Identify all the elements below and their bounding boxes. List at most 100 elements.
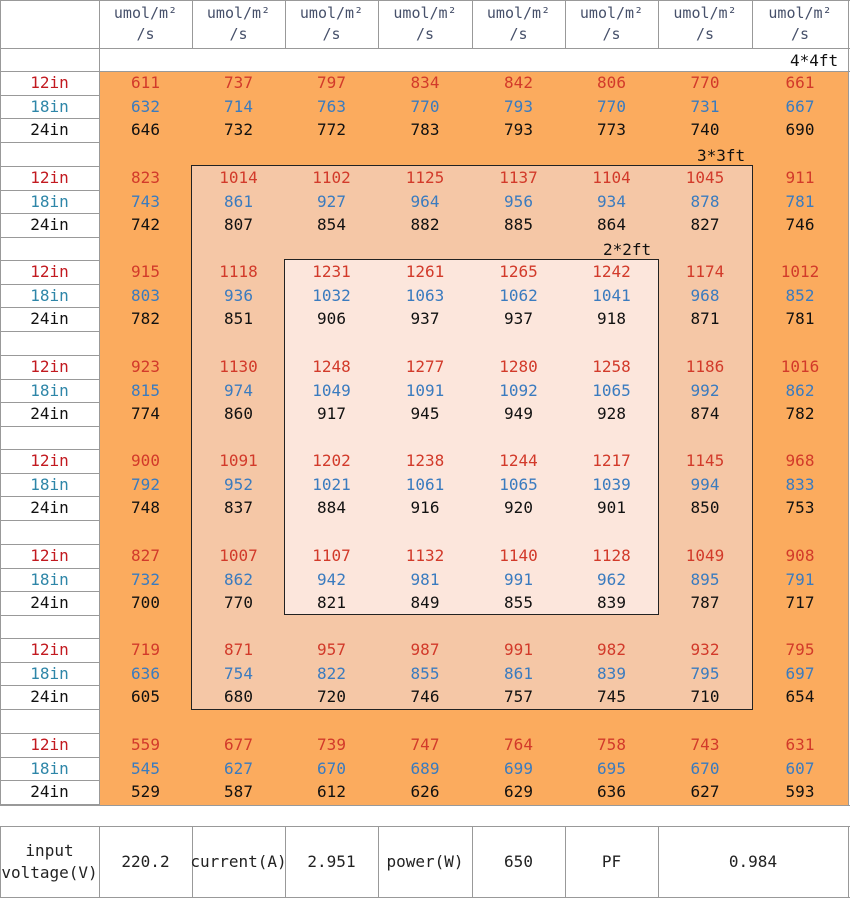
ppfd-value: 991 xyxy=(504,639,533,659)
grid-vline xyxy=(658,0,659,48)
ppfd-value: 901 xyxy=(597,498,626,518)
grid-hline xyxy=(0,94,99,96)
grid-hline xyxy=(0,142,99,144)
ppfd-value: 1132 xyxy=(405,545,445,565)
footer-vline xyxy=(192,826,193,897)
ppfd-value: 839 xyxy=(597,663,626,683)
ppfd-value: 827 xyxy=(131,545,160,565)
row-label-24in: 24in xyxy=(30,687,69,707)
row-label-18in: 18in xyxy=(30,758,69,778)
ppfd-value: 764 xyxy=(504,734,533,754)
ppfd-value: 1261 xyxy=(405,261,445,281)
zone-label-middle: 3*3ft xyxy=(697,146,746,165)
ppfd-value: 833 xyxy=(785,474,815,494)
footer-vline xyxy=(378,826,379,897)
grid-hline xyxy=(0,567,99,569)
ppfd-value: 1039 xyxy=(592,474,631,494)
ppfd-value: 782 xyxy=(785,404,815,424)
row-label-18in: 18in xyxy=(30,380,69,400)
ppfd-value: 636 xyxy=(131,663,160,683)
ppfd-value: 849 xyxy=(410,593,440,613)
footer-vline xyxy=(658,826,659,897)
grid-vline xyxy=(192,0,193,48)
ppfd-value: 864 xyxy=(597,215,626,235)
ppfd-value: 956 xyxy=(504,191,533,211)
ppfd-value: 677 xyxy=(224,734,253,754)
grid-hline xyxy=(0,591,99,593)
ppfd-value: 1186 xyxy=(685,356,725,376)
row-label-18in: 18in xyxy=(30,96,69,116)
ppfd-value: 918 xyxy=(597,309,626,329)
ppfd-value: 837 xyxy=(224,498,253,518)
unit-header-cell: umol/m²/s xyxy=(285,0,378,48)
ppfd-value: 747 xyxy=(410,734,440,754)
ppfd-value: 1107 xyxy=(312,545,351,565)
zone-inner xyxy=(285,260,658,614)
ppfd-value: 1265 xyxy=(499,261,538,281)
ppfd-value: 793 xyxy=(504,96,533,116)
ppfd-value: 717 xyxy=(785,593,815,613)
ppfd-value: 981 xyxy=(410,569,440,589)
ppfd-value: 852 xyxy=(785,285,815,305)
ppfd-value: 1217 xyxy=(592,450,631,470)
footer-vline xyxy=(285,826,286,897)
grid-hline xyxy=(0,805,850,806)
grid-hline xyxy=(0,213,99,215)
ppfd-value: 770 xyxy=(597,96,626,116)
ppfd-value: 667 xyxy=(785,96,815,116)
ppfd-value: 862 xyxy=(224,569,253,589)
row-label-12in: 12in xyxy=(30,639,69,659)
ppfd-value: 1007 xyxy=(219,545,258,565)
grid-hline xyxy=(0,496,99,498)
ppfd-value: 851 xyxy=(224,309,253,329)
pf-value: 0.984 xyxy=(728,851,778,871)
grid-vline xyxy=(565,0,566,48)
ppfd-value: 742 xyxy=(131,215,160,235)
unit-header-top: umol/m² xyxy=(113,4,178,22)
zone-inner-border xyxy=(284,259,659,615)
row-label-12in: 12in xyxy=(30,545,69,565)
ppfd-value: 1091 xyxy=(219,450,258,470)
ppfd-value: 878 xyxy=(690,191,720,211)
grid-vline xyxy=(99,0,100,805)
unit-header-top: umol/m² xyxy=(673,4,737,22)
unit-header-bottom: /s xyxy=(695,25,715,43)
unit-header-cell: umol/m²/s xyxy=(752,0,848,48)
ppfd-value: 1102 xyxy=(312,167,351,187)
ppfd-value: 934 xyxy=(597,191,626,211)
footer-hline xyxy=(0,897,850,898)
grid-hline xyxy=(0,402,99,404)
grid-hline xyxy=(0,71,99,72)
ppfd-value: 1231 xyxy=(312,261,351,281)
grid-hline xyxy=(0,48,850,49)
ppfd-value: 994 xyxy=(690,474,720,494)
ppfd-value: 1140 xyxy=(499,545,538,565)
ppfd-value: 937 xyxy=(504,309,533,329)
current-value: 2.951 xyxy=(307,851,356,871)
ppfd-value: 1145 xyxy=(685,450,725,470)
ppfd-value: 1118 xyxy=(219,261,258,281)
ppfd-value: 720 xyxy=(317,687,346,707)
ppfd-value: 839 xyxy=(597,593,626,613)
ppfd-value: 670 xyxy=(317,758,346,778)
ppfd-value: 1248 xyxy=(312,356,351,376)
grid-hline xyxy=(0,0,850,1)
ppfd-value: 695 xyxy=(597,758,626,778)
ppfd-value: 1238 xyxy=(405,450,445,470)
unit-header-bottom: /s xyxy=(229,25,248,43)
ppfd-value: 740 xyxy=(690,120,720,140)
ppfd-value: 987 xyxy=(410,639,440,659)
ppfd-value: 1061 xyxy=(405,474,445,494)
ppfd-value: 593 xyxy=(785,782,815,802)
ppfd-value: 783 xyxy=(410,120,440,140)
ppfd-value: 745 xyxy=(597,687,626,707)
ppfd-value: 781 xyxy=(785,191,815,211)
ppfd-value: 1021 xyxy=(312,474,351,494)
footer-vline xyxy=(848,826,849,897)
row-label-12in: 12in xyxy=(30,167,69,187)
ppfd-value: 1063 xyxy=(405,285,445,305)
grid-hline xyxy=(0,804,99,806)
ppfd-value: 795 xyxy=(690,663,720,683)
ppfd-value: 654 xyxy=(785,687,815,707)
ppfd-value: 1128 xyxy=(592,545,631,565)
